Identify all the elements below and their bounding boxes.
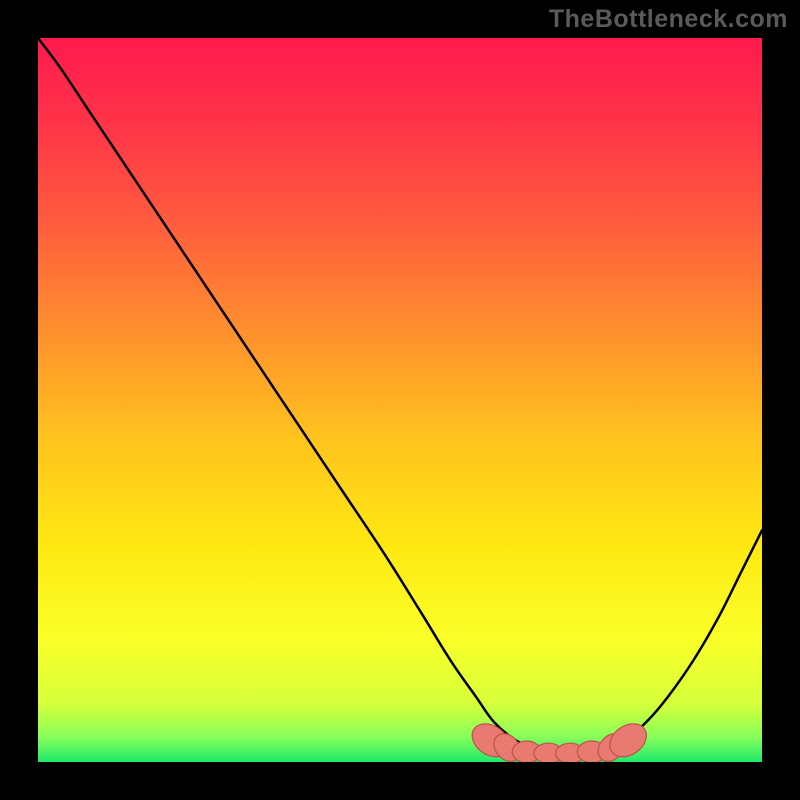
figure-root: TheBottleneck.com (0, 0, 800, 800)
plot-svg (38, 38, 762, 762)
plot-background (38, 38, 762, 762)
plot-area (38, 38, 762, 762)
watermark-label: TheBottleneck.com (549, 5, 788, 34)
